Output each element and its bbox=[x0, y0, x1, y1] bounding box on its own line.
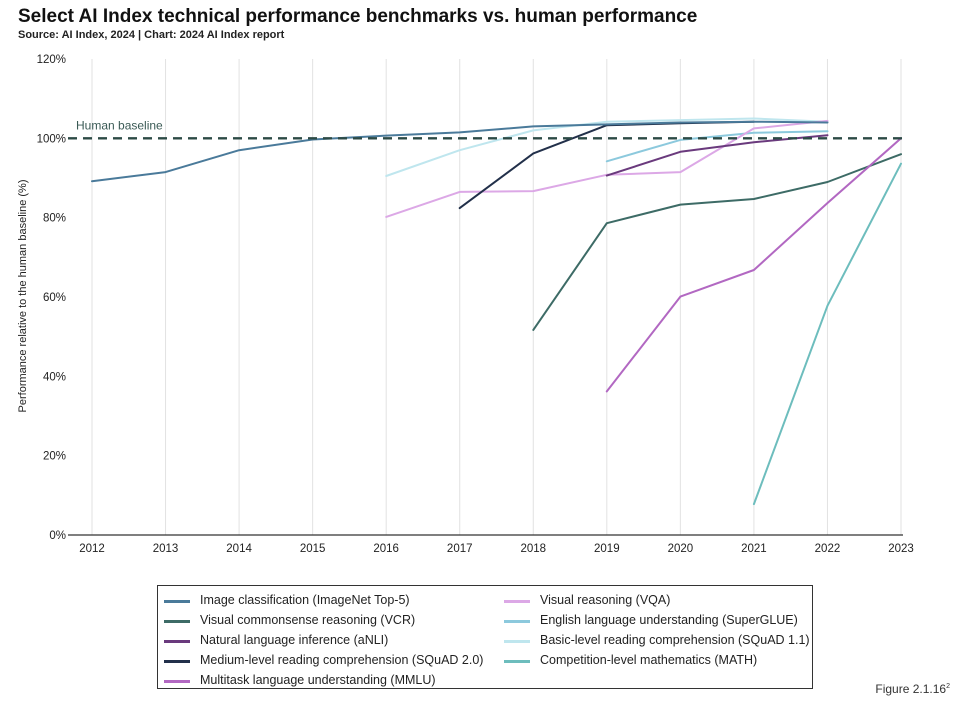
figure-number-superscript: 2 bbox=[946, 683, 950, 690]
legend-swatch-3 bbox=[164, 660, 190, 663]
series-line-7 bbox=[385, 117, 829, 177]
series-line-6 bbox=[605, 130, 829, 163]
y-axis-label: Performance relative to the human baseli… bbox=[17, 180, 29, 413]
x-tick-2023: 2023 bbox=[888, 543, 914, 555]
figure-number-text: Figure 2.1.16 bbox=[875, 682, 947, 696]
legend-label-0: Image classification (ImageNet Top-5) bbox=[200, 593, 410, 607]
x-tick-2019: 2019 bbox=[594, 543, 620, 555]
chart-title: Select AI Index technical performance be… bbox=[18, 6, 698, 27]
x-tick-2021: 2021 bbox=[741, 543, 767, 555]
y-tick-100: 100% bbox=[37, 133, 66, 145]
y-tick-40: 40% bbox=[43, 371, 66, 383]
legend-swatch-2 bbox=[164, 640, 190, 643]
y-tick-0: 0% bbox=[49, 530, 66, 542]
figure-number: Figure 2.1.162 bbox=[875, 682, 950, 696]
y-tick-60: 60% bbox=[43, 292, 66, 304]
y-tick-120: 120% bbox=[37, 54, 66, 66]
human-baseline: Human baseline bbox=[68, 118, 903, 140]
legend-label-3: Medium-level reading comprehension (SQuA… bbox=[200, 653, 484, 667]
series-line-8 bbox=[752, 162, 902, 506]
legend: Image classification (ImageNet Top-5) Vis… bbox=[157, 585, 813, 689]
series-line-2 bbox=[605, 134, 829, 177]
x-tick-2016: 2016 bbox=[373, 543, 399, 555]
legend-label-1: Visual commonsense reasoning (VCR) bbox=[200, 613, 416, 627]
legend-swatch-4 bbox=[164, 680, 190, 683]
series-line-1 bbox=[532, 153, 902, 331]
legend-swatch-0 bbox=[164, 600, 190, 603]
human-baseline-label: Human baseline bbox=[76, 118, 163, 132]
legend-label-5: Visual reasoning (VQA) bbox=[540, 593, 671, 607]
legend-swatch-8 bbox=[504, 660, 530, 663]
legend-swatch-7 bbox=[504, 640, 530, 643]
legend-swatch-6 bbox=[504, 620, 530, 623]
legend-label-4: Multitask language understanding (MMLU) bbox=[200, 673, 436, 687]
chart-subtitle: Source: AI Index, 2024 | Chart: 2024 AI … bbox=[18, 29, 285, 41]
x-tick-2015: 2015 bbox=[300, 543, 326, 555]
x-tick-labels: 2012 2013 2014 2015 2016 2017 2018 2019 2020 2021… bbox=[79, 543, 914, 555]
x-tick-2022: 2022 bbox=[815, 543, 841, 555]
x-tick-2013: 2013 bbox=[153, 543, 179, 555]
chart-canvas: 0%20%40%60%80%100%120% 2012 2013 2014 2015 2… bbox=[17, 54, 914, 555]
series-lines bbox=[91, 117, 902, 506]
legend-swatch-5 bbox=[504, 600, 530, 603]
legend-label-7: Basic-level reading comprehension (SQuAD… bbox=[540, 633, 810, 647]
y-tick-80: 80% bbox=[43, 213, 66, 225]
x-tick-2017: 2017 bbox=[447, 543, 473, 555]
x-tick-2014: 2014 bbox=[226, 543, 252, 555]
x-tick-2018: 2018 bbox=[520, 543, 546, 555]
y-tick-labels: 0% 20% 40% 60% 80% 100% 120% bbox=[37, 54, 66, 542]
y-tick-20: 20% bbox=[43, 451, 66, 463]
legend-label-2: Natural language inference (aNLI) bbox=[200, 633, 389, 647]
series-line-4 bbox=[605, 137, 902, 393]
x-tick-2012: 2012 bbox=[79, 543, 105, 555]
legend-label-6: English language understanding (SuperGLU… bbox=[540, 613, 798, 627]
legend-swatch-1 bbox=[164, 620, 190, 623]
legend-label-8: Competition-level mathematics (MATH) bbox=[540, 653, 758, 667]
series-line-0 bbox=[91, 120, 829, 183]
x-tick-2020: 2020 bbox=[668, 543, 694, 555]
